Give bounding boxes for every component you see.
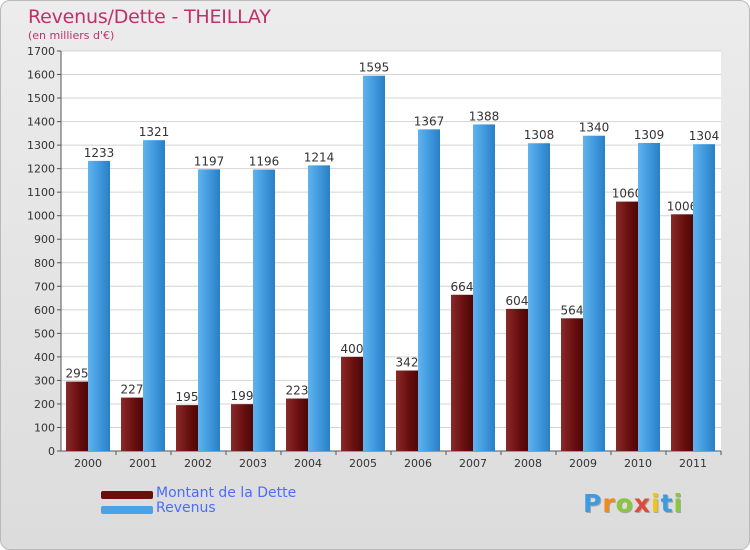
x-tick-label: 2006: [404, 457, 432, 470]
bar-revenus: [528, 143, 550, 451]
bar-dette: [451, 294, 473, 451]
data-label: 342: [396, 356, 419, 370]
chart-subtitle: (en milliers d'€): [28, 29, 115, 42]
bar-revenus: [88, 160, 110, 451]
x-tick-label: 2002: [184, 457, 212, 470]
y-tick-label: 400: [34, 351, 55, 364]
bar-revenus: [253, 169, 275, 451]
y-tick-label: 800: [34, 257, 55, 270]
data-label: 1304: [689, 129, 720, 143]
data-label: 564: [561, 303, 584, 317]
y-tick-label: 1600: [27, 69, 55, 82]
data-label: 1196: [249, 155, 280, 169]
bar-dette: [66, 381, 88, 451]
logo-letter: i: [673, 489, 684, 518]
bar-dette: [671, 214, 693, 451]
data-label: 199: [231, 389, 254, 403]
logo-letter: P: [583, 489, 603, 518]
chart-title: Revenus/Dette - THEILLAY: [28, 6, 271, 28]
data-label: 295: [66, 367, 89, 381]
y-tick-label: 200: [34, 398, 55, 411]
bar-revenus: [473, 124, 495, 451]
y-tick-label: 900: [34, 233, 55, 246]
logo-letter: o: [615, 489, 634, 518]
y-tick-label: 1100: [27, 186, 55, 199]
bar-dette: [176, 405, 198, 451]
plot-area: [61, 51, 721, 451]
bar-dette: [231, 404, 253, 451]
legend-label-revenus: Revenus: [156, 500, 216, 516]
data-label: 1388: [469, 109, 500, 123]
bar-revenus: [638, 143, 660, 451]
y-tick-label: 1700: [27, 45, 55, 58]
x-tick-label: 2007: [459, 457, 487, 470]
bar-revenus: [583, 135, 605, 452]
data-label: 1309: [634, 128, 665, 142]
logo-letter: t: [660, 489, 674, 518]
x-tick-label: 2011: [679, 457, 707, 470]
data-label: 1595: [359, 61, 390, 75]
bar-revenus: [143, 140, 165, 452]
logo-letter: i: [651, 489, 661, 518]
bar-revenus: [418, 129, 440, 451]
data-label: 1006: [667, 199, 698, 213]
x-tick-label: 2000: [74, 457, 102, 470]
x-tick-label: 2001: [129, 457, 157, 470]
logo-letter: r: [602, 489, 616, 518]
bar-dette: [396, 370, 418, 451]
y-tick-label: 700: [34, 280, 55, 293]
bar-dette: [286, 398, 308, 451]
data-label: 227: [121, 383, 144, 397]
y-tick-label: 1000: [27, 210, 55, 223]
y-tick-label: 1300: [27, 139, 55, 152]
x-tick-label: 2003: [239, 457, 267, 470]
y-tick-label: 100: [34, 421, 55, 434]
x-tick-label: 2004: [294, 457, 322, 470]
data-label: 1308: [524, 128, 555, 142]
x-tick-label: 2008: [514, 457, 542, 470]
data-label: 400: [341, 342, 364, 356]
bar-dette: [341, 356, 363, 451]
x-tick-label: 2010: [624, 457, 652, 470]
y-tick-label: 1200: [27, 163, 55, 176]
y-tick-label: 500: [34, 327, 55, 340]
x-tick-label: 2005: [349, 457, 377, 470]
proxiti-logo: Proxiti: [583, 489, 683, 518]
legend-swatch-dette: [101, 491, 153, 499]
y-tick-label: 1400: [27, 116, 55, 129]
data-label: 604: [506, 294, 529, 308]
bar-dette: [616, 201, 638, 451]
y-tick-label: 600: [34, 304, 55, 317]
y-tick-label: 1500: [27, 92, 55, 105]
data-label: 223: [286, 384, 309, 398]
legend-label-dette: Montant de la Dette: [156, 485, 297, 501]
y-tick-label: 300: [34, 374, 55, 387]
data-label: 1197: [194, 154, 225, 168]
y-tick-label: 0: [48, 445, 55, 458]
data-label: 664: [451, 280, 474, 294]
data-label: 1367: [414, 114, 445, 128]
bar-dette: [561, 318, 583, 451]
data-label: 1321: [139, 125, 170, 139]
bar-dette: [506, 308, 528, 451]
bar-revenus: [308, 165, 330, 451]
data-label: 1060: [612, 187, 643, 201]
data-label: 1214: [304, 150, 335, 164]
bar-dette: [121, 397, 143, 451]
bar-revenus: [363, 75, 385, 452]
x-tick-label: 2009: [569, 457, 597, 470]
legend-swatch-revenus: [101, 506, 153, 514]
bar-revenus: [693, 144, 715, 452]
data-label: 1340: [579, 121, 610, 135]
data-label: 195: [176, 390, 199, 404]
logo-letter: x: [633, 489, 651, 518]
data-label: 1233: [84, 146, 115, 160]
bar-revenus: [198, 169, 220, 451]
